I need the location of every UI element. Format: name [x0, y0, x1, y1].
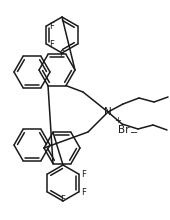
Text: F: F [49, 22, 54, 31]
Text: F: F [82, 187, 87, 196]
Text: F: F [49, 40, 54, 48]
Text: F: F [82, 169, 87, 178]
Text: −: − [130, 128, 138, 138]
Text: Br: Br [118, 125, 130, 135]
Text: F: F [61, 195, 65, 204]
Text: N: N [104, 107, 112, 117]
Text: F: F [59, 50, 64, 59]
Text: +: + [114, 116, 121, 125]
